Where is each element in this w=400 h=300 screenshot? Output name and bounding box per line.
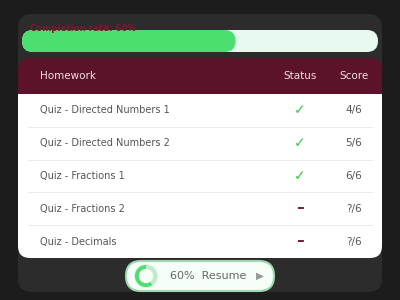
Text: ?/6: ?/6 bbox=[346, 237, 362, 247]
Text: Score: Score bbox=[339, 71, 369, 81]
Text: –: – bbox=[296, 200, 304, 215]
Text: Homework: Homework bbox=[40, 71, 96, 81]
Text: 4/6: 4/6 bbox=[346, 105, 362, 116]
Text: Quiz - Directed Numbers 2: Quiz - Directed Numbers 2 bbox=[40, 138, 170, 148]
Text: 6/6: 6/6 bbox=[346, 171, 362, 181]
Text: 60%  Resume: 60% Resume bbox=[170, 271, 246, 281]
Wedge shape bbox=[135, 265, 152, 287]
Wedge shape bbox=[146, 265, 157, 285]
Bar bbox=[18, 94, 382, 108]
Text: 5/6: 5/6 bbox=[346, 138, 362, 148]
Text: ▶: ▶ bbox=[256, 271, 264, 281]
Text: Quiz - Decimals: Quiz - Decimals bbox=[40, 237, 116, 247]
FancyBboxPatch shape bbox=[126, 261, 274, 291]
Circle shape bbox=[140, 269, 152, 283]
FancyBboxPatch shape bbox=[22, 30, 378, 52]
Text: Status: Status bbox=[283, 71, 317, 81]
Text: ✓: ✓ bbox=[294, 169, 306, 183]
Text: ✓: ✓ bbox=[294, 103, 306, 117]
Circle shape bbox=[135, 265, 157, 287]
Text: ✓: ✓ bbox=[294, 136, 306, 150]
Text: ?/6: ?/6 bbox=[346, 204, 362, 214]
FancyBboxPatch shape bbox=[18, 58, 382, 258]
FancyBboxPatch shape bbox=[18, 94, 382, 258]
FancyBboxPatch shape bbox=[18, 14, 382, 292]
Text: –: – bbox=[296, 233, 304, 248]
Text: Quiz - Fractions 1: Quiz - Fractions 1 bbox=[40, 171, 125, 181]
Text: Completion rate: 60%: Completion rate: 60% bbox=[30, 24, 136, 33]
FancyBboxPatch shape bbox=[22, 30, 236, 52]
Text: Quiz - Directed Numbers 1: Quiz - Directed Numbers 1 bbox=[40, 105, 170, 116]
Text: Quiz - Fractions 2: Quiz - Fractions 2 bbox=[40, 204, 125, 214]
